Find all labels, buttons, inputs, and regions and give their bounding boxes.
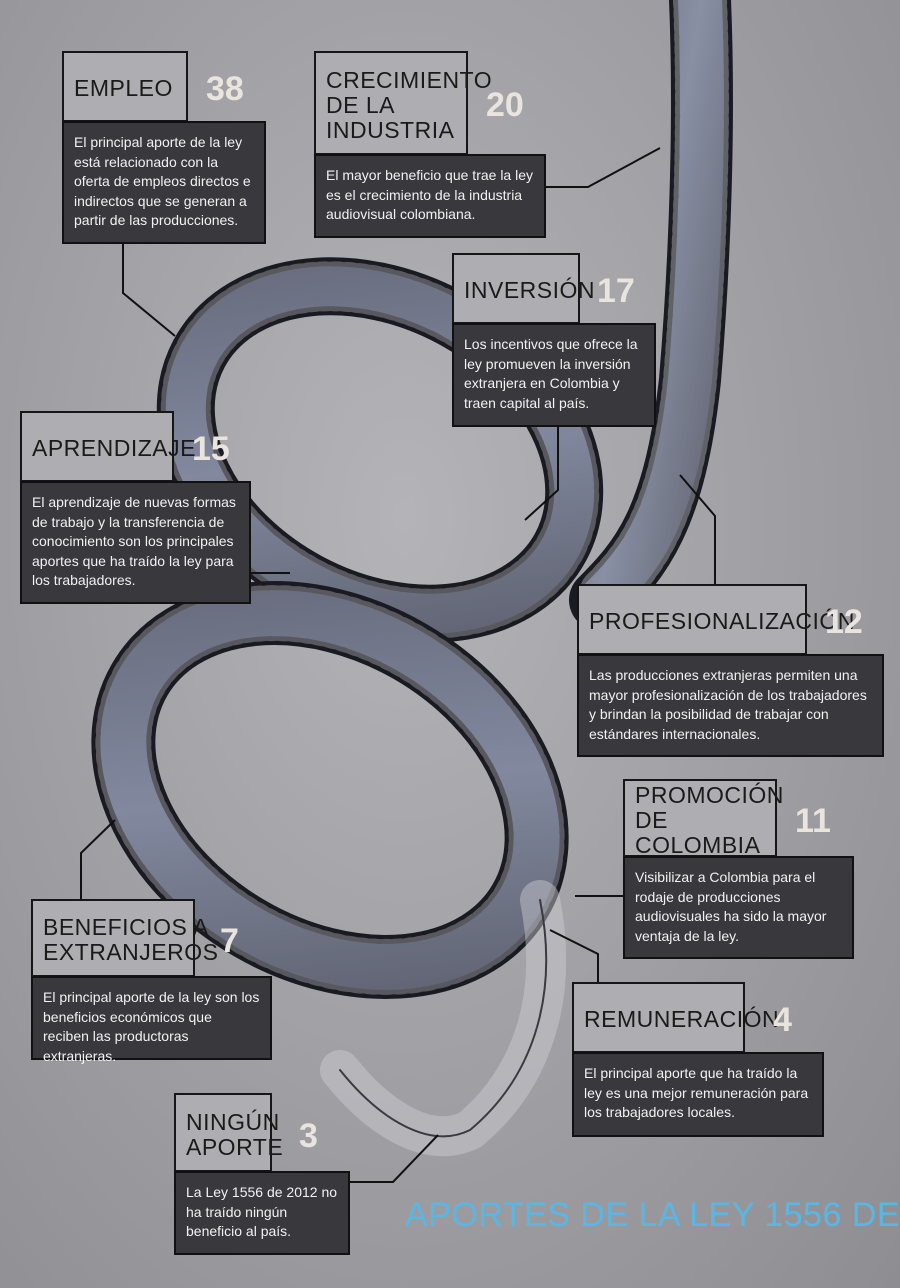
card-value: 15: [192, 430, 230, 468]
card-value: 20: [486, 86, 524, 124]
card-description: Visibilizar a Colombia para el rodaje de…: [623, 856, 854, 959]
card-value: 4: [773, 1001, 792, 1039]
card-description: El principal aporte que ha traído la ley…: [572, 1052, 824, 1137]
card-title: CRECIMIENTO DE LA INDUSTRIA: [314, 51, 492, 155]
card-title: REMUNERACIÓN: [572, 982, 779, 1053]
card-value: 3: [299, 1117, 318, 1155]
card-description: El aprendizaje de nuevas formas de traba…: [20, 481, 251, 604]
card-value: 11: [795, 802, 831, 840]
card-value: 38: [206, 70, 244, 108]
card-description: Los incentivos que ofrece la ley promuev…: [452, 323, 656, 427]
card-title: INVERSIÓN: [452, 253, 595, 324]
card-description: El principal aporte de la ley son los be…: [31, 976, 272, 1064]
card-value: 7: [220, 922, 239, 960]
card-title: EMPLEO: [62, 51, 188, 122]
card-description: La Ley 1556 de 2012 no ha traído ningún …: [174, 1171, 350, 1255]
card-value: 17: [597, 272, 635, 310]
card-description: Las producciones extranjeras permiten un…: [577, 654, 884, 757]
card-value: 12: [825, 603, 863, 641]
card-title: PROFESIONALIZACIÓN: [577, 584, 854, 655]
card-title: APRENDIZAJE: [20, 411, 195, 482]
card-title: BENEFICIOS A EXTRANJEROS: [31, 899, 218, 977]
card-title: PROMOCIÓN DE COLOMBIA: [623, 779, 783, 857]
card-title: NINGÚN APORTE: [174, 1093, 283, 1172]
card-description: El mayor beneficio que trae la ley es el…: [314, 154, 546, 238]
card-description: El principal aporte de la ley está relac…: [62, 121, 266, 244]
infographic-title: APORTES DE LA LEY 1556 DE 2012: [405, 1196, 900, 1234]
